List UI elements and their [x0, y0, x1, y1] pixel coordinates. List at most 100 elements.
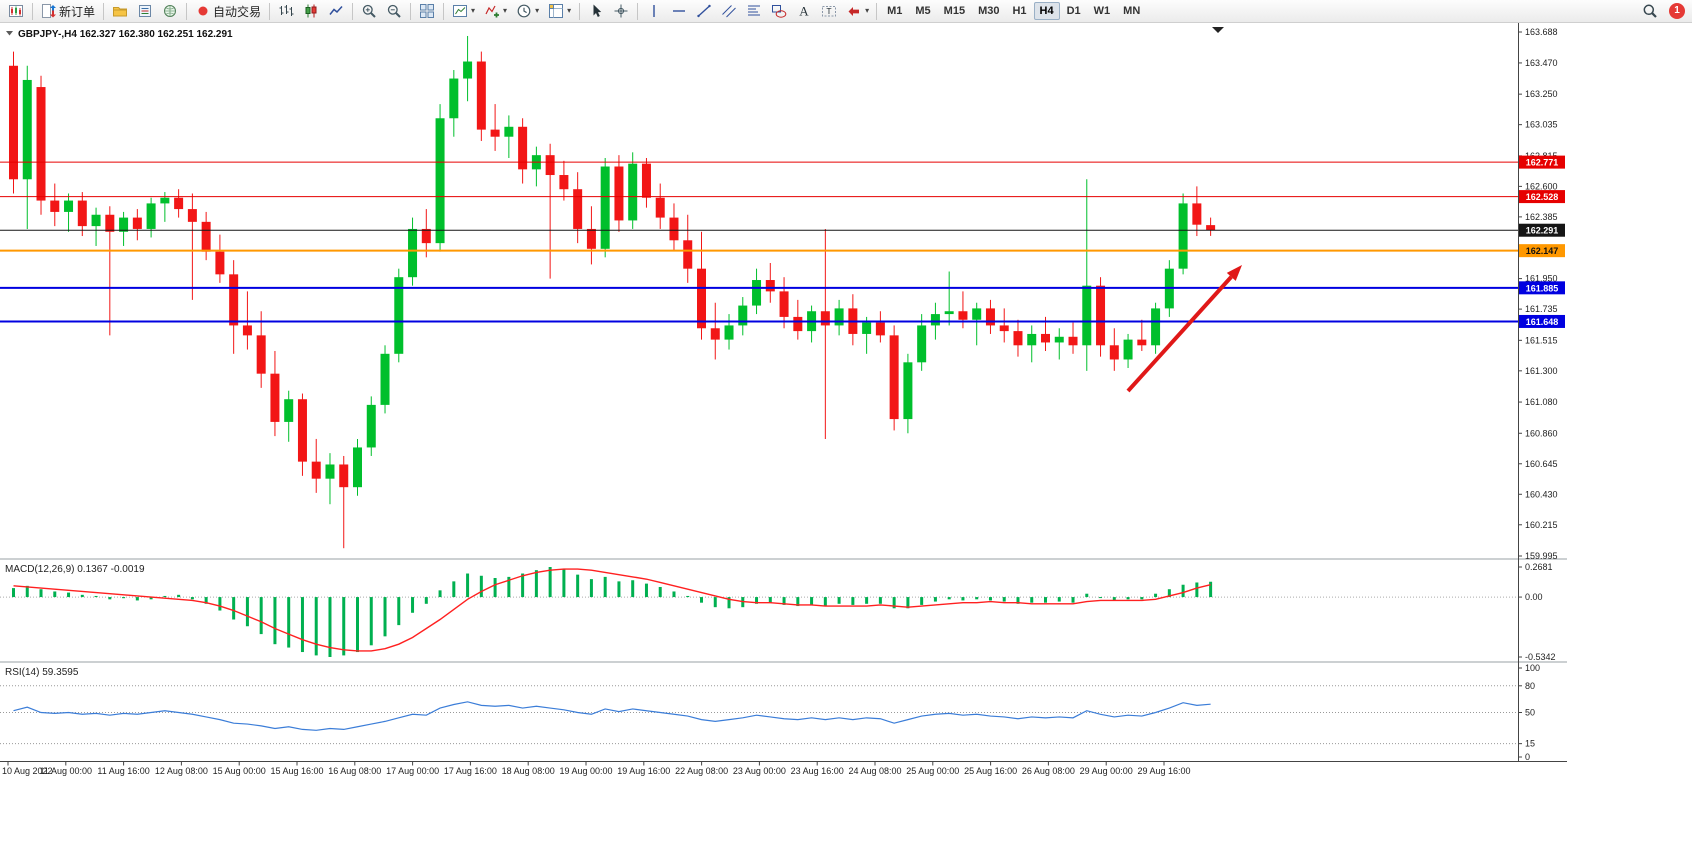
navigator-button[interactable]	[158, 1, 182, 21]
timeframe-D1[interactable]: D1	[1061, 2, 1087, 20]
candle	[518, 118, 528, 184]
fibonacci-button[interactable]	[742, 1, 766, 21]
templates-button[interactable]: ▾	[544, 1, 575, 21]
profiles-button[interactable]	[108, 1, 132, 21]
search-button[interactable]	[1638, 1, 1662, 21]
chart-dropdown-icon[interactable]	[6, 31, 13, 36]
price-scale-label: 161.735	[1525, 304, 1558, 314]
vline-button[interactable]	[642, 1, 666, 21]
timeframe-M1[interactable]: M1	[881, 2, 908, 20]
market-watch-button[interactable]	[133, 1, 157, 21]
candle	[628, 152, 638, 229]
price-scale-label: 160.430	[1525, 489, 1558, 499]
candle	[545, 143, 555, 279]
price-badge: 161.885	[1526, 283, 1559, 293]
price-scale[interactable]: 163.688163.470163.250163.035162.815162.6…	[1518, 27, 1558, 561]
shapes-button[interactable]	[767, 1, 791, 21]
time-label: 19 Aug 16:00	[617, 766, 670, 776]
time-label: 25 Aug 00:00	[906, 766, 959, 776]
candlestick-chart-button[interactable]	[299, 1, 323, 21]
notification-badge[interactable]: 1	[1669, 3, 1685, 19]
hline-button[interactable]	[667, 1, 691, 21]
channel-button[interactable]	[717, 1, 741, 21]
candle	[105, 206, 115, 336]
price-scale-label: 161.515	[1525, 335, 1558, 345]
timeframe-M15[interactable]: M15	[938, 2, 971, 20]
candle	[807, 305, 817, 343]
zoom-out-button[interactable]	[382, 1, 406, 21]
candle	[9, 51, 18, 194]
price-badge: 161.648	[1526, 317, 1559, 327]
periods-button[interactable]: ▾	[512, 1, 543, 21]
timeframe-M5[interactable]: M5	[909, 2, 936, 20]
zoom-in-button[interactable]	[357, 1, 381, 21]
toolbar-separator	[579, 2, 581, 20]
vline-icon	[646, 3, 662, 19]
candle	[779, 277, 789, 329]
chart-window-icon	[452, 3, 468, 19]
chart-canvas[interactable]: 0.2681 0.00 -0.5342 100 80 50 15 0 163.688 163.…	[0, 23, 1692, 847]
candle	[215, 234, 225, 283]
time-label: 11 Aug 16:00	[97, 766, 149, 776]
candle	[738, 297, 748, 336]
text-button[interactable]: A	[792, 1, 816, 21]
timeframe-W1[interactable]: W1	[1088, 2, 1117, 20]
candle	[875, 311, 885, 343]
candle	[710, 302, 720, 360]
profiles-icon	[112, 3, 128, 19]
candle	[917, 314, 927, 371]
trend-arrow-annotation[interactable]	[1126, 265, 1242, 393]
candle	[834, 299, 844, 336]
indicators-button[interactable]: ▾	[480, 1, 511, 21]
candle	[353, 438, 362, 496]
chart-window-button[interactable]: ▾	[448, 1, 479, 21]
bar-chart-icon	[278, 3, 294, 19]
timeframe-M30[interactable]: M30	[972, 2, 1005, 20]
candle	[669, 203, 679, 251]
fibonacci-icon	[746, 3, 762, 19]
candle	[1192, 186, 1202, 237]
timeframe-MN[interactable]: MN	[1117, 2, 1146, 20]
arrows-button[interactable]: ▾	[842, 1, 873, 21]
label-icon: T	[821, 3, 837, 19]
price-scale-label: 162.600	[1525, 181, 1558, 191]
candle	[600, 157, 610, 258]
crosshair-button[interactable]	[609, 1, 633, 21]
candle	[421, 209, 431, 258]
price-scale-label: 160.215	[1525, 520, 1558, 530]
label-button[interactable]: T	[817, 1, 841, 21]
candle	[463, 35, 473, 102]
new-chart-button[interactable]	[4, 1, 28, 21]
timeframe-H4[interactable]: H4	[1033, 2, 1060, 20]
timeframe-H1[interactable]: H1	[1006, 2, 1032, 20]
bar-chart-button[interactable]	[274, 1, 298, 21]
time-label: 15 Aug 00:00	[213, 766, 266, 776]
tile-windows-button[interactable]	[415, 1, 439, 21]
channel-icon	[721, 3, 737, 19]
candle	[820, 228, 830, 439]
candle	[77, 192, 87, 237]
autotrading-button[interactable]: 自动交易	[191, 1, 265, 21]
line-chart-button[interactable]	[324, 1, 348, 21]
candle	[765, 262, 775, 303]
cursor-button[interactable]	[584, 1, 608, 21]
macd-scale-label: 0.2681	[1525, 562, 1553, 572]
toolbar-separator	[103, 2, 105, 20]
candle	[655, 183, 665, 229]
level-lines-overlay[interactable]	[0, 161, 1518, 323]
chart-shift-marker[interactable]	[1212, 27, 1224, 33]
toolbar-separator	[269, 2, 271, 20]
candle	[504, 115, 514, 158]
templates-icon	[548, 3, 564, 19]
price-scale-label: 161.080	[1525, 397, 1558, 407]
time-label: 15 Aug 16:00	[270, 766, 323, 776]
trendline-button[interactable]	[692, 1, 716, 21]
price-scale-label: 163.250	[1525, 89, 1558, 99]
candle	[201, 211, 211, 261]
candle	[64, 193, 74, 232]
new-order-button[interactable]: 新订单	[37, 1, 99, 21]
time-label: 19 Aug 00:00	[559, 766, 612, 776]
toolbar: 新订单 自动交易 ▾ ▾ ▾ ▾ A T ▾ M1 M5 M15 M30 H1 H4 D1 W1 MN 1	[0, 0, 1692, 23]
macd-label: MACD(12,26,9) 0.1367 -0.0019	[5, 564, 145, 575]
